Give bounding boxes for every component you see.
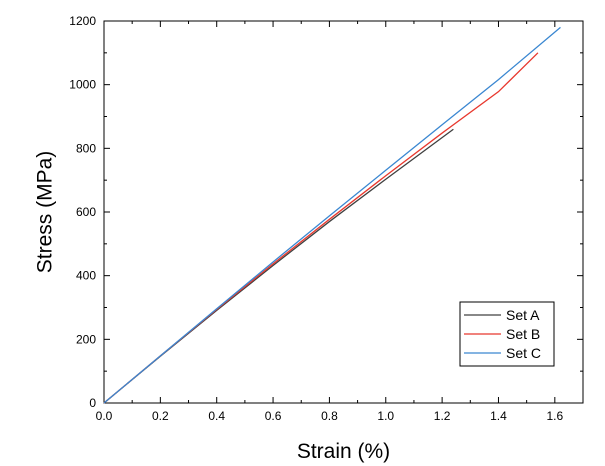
x-axis: 0.0 0.2 0.4 0.6 0.8 1.0 1.2 1.4 1.6 [96, 21, 584, 423]
x-axis-title: Strain (%) [297, 440, 390, 463]
x-tick-label: 0.8 [321, 409, 338, 423]
x-tick-label: 1.4 [490, 409, 507, 423]
x-tick-label: 1.0 [377, 409, 394, 423]
x-tick-label: 1.2 [434, 409, 451, 423]
x-tick-label: 0.6 [265, 409, 282, 423]
y-tick-label: 1000 [69, 78, 96, 92]
y-axis: 0 200 400 600 800 1000 1200 [69, 14, 583, 410]
y-tick-label: 400 [76, 269, 96, 283]
y-tick-label: 0 [89, 396, 96, 410]
legend: Set A Set B Set C [459, 301, 555, 367]
y-tick-label: 200 [76, 332, 96, 346]
plot-area: 0.0 0.2 0.4 0.6 0.8 1.0 1.2 1.4 1.6 0 200 400 600 80… [69, 14, 584, 423]
legend-label: Set A [506, 307, 540, 323]
y-tick-label: 1200 [69, 14, 96, 28]
legend-label: Set B [506, 326, 540, 342]
x-tick-label: 0.2 [152, 409, 169, 423]
x-tick-label: 1.6 [546, 409, 563, 423]
x-tick-label: 0.0 [96, 409, 113, 423]
series-line-set-a [103, 128, 454, 404]
series-lines [103, 26, 561, 404]
y-axis-title: Stress (MPa) [33, 151, 56, 274]
y-tick-label: 600 [76, 205, 96, 219]
legend-label: Set C [506, 345, 541, 361]
y-tick-label: 800 [76, 141, 96, 155]
series-line-set-c [103, 26, 561, 404]
x-tick-label: 0.4 [208, 409, 225, 423]
